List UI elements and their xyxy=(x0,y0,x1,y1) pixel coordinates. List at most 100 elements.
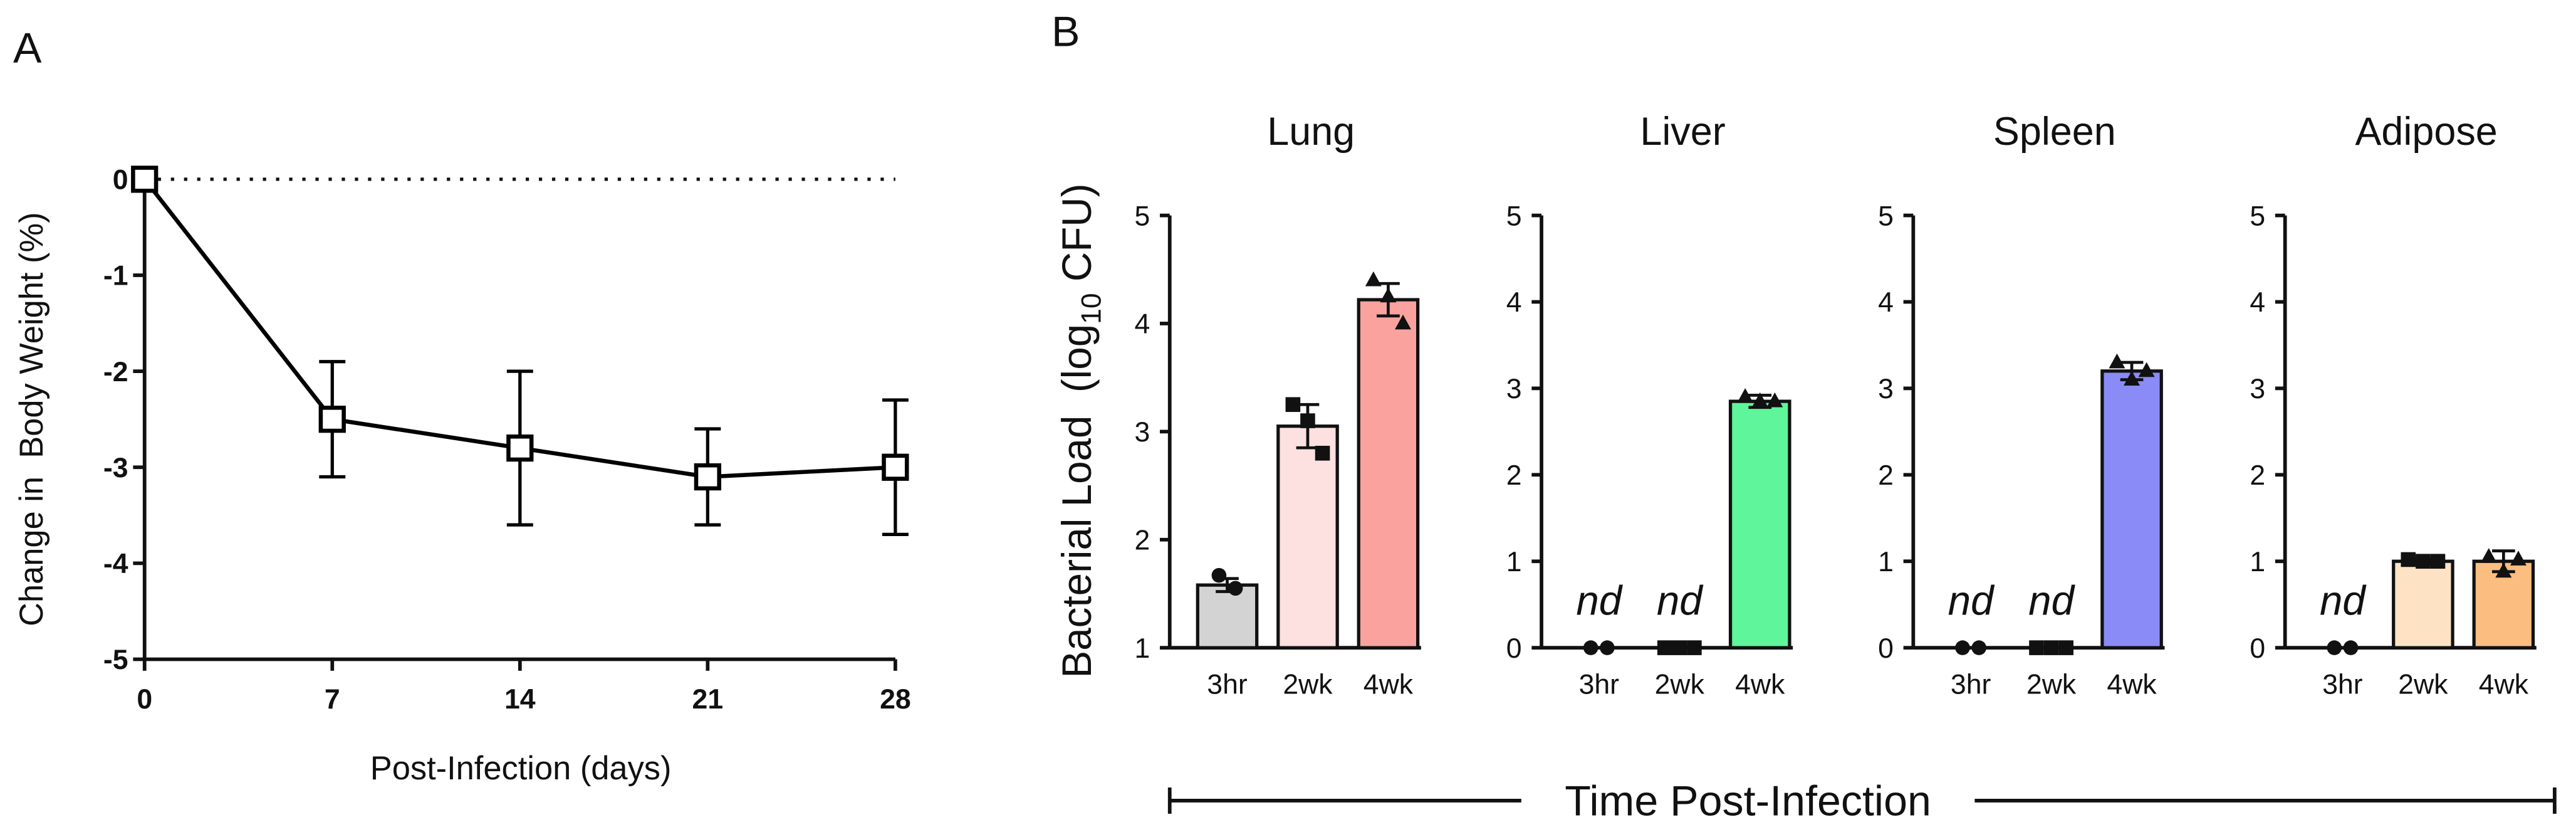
y-tick-label: 0 xyxy=(113,165,128,196)
bar xyxy=(1276,424,1339,650)
x-tick-label: 2wk xyxy=(1655,670,1705,700)
x-tick-label: 2wk xyxy=(1283,670,1333,700)
data-point xyxy=(1672,640,1687,655)
bar xyxy=(2392,559,2454,650)
data-point xyxy=(2043,640,2059,655)
data-point xyxy=(2416,554,2431,569)
y-label-sub: 10 xyxy=(1077,293,1107,324)
x-axis-label: Post-Infection (days) xyxy=(370,751,672,787)
data-point xyxy=(2401,552,2416,567)
y-tick-label: 1 xyxy=(1506,547,1522,577)
data-point xyxy=(1657,640,1672,655)
panel-title: Liver xyxy=(1640,110,1725,154)
x-tick-label: 4wk xyxy=(2107,670,2157,700)
data-point xyxy=(694,463,721,491)
y-tick-label: 4 xyxy=(1134,309,1150,340)
data-point xyxy=(2510,550,2526,566)
bar xyxy=(1196,583,1259,650)
x-tick-label: 3hr xyxy=(2322,670,2363,700)
panel-title: Lung xyxy=(1267,110,1355,154)
y-tick-label: 2 xyxy=(2250,460,2265,491)
y-tick-label: 4 xyxy=(1506,287,1522,318)
data-point xyxy=(1583,640,1598,655)
data-point xyxy=(2495,562,2512,578)
y-tick-label: -2 xyxy=(103,357,128,387)
x-tick-label: 28 xyxy=(880,684,911,715)
data-point xyxy=(1395,314,1412,330)
bar xyxy=(1728,399,1791,650)
annotation: nd xyxy=(2028,578,2075,624)
x-tick-label: 4wk xyxy=(1364,670,1414,700)
data-point xyxy=(1971,640,1987,655)
annotation: nd xyxy=(1576,578,1623,624)
y-tick-label: 5 xyxy=(1506,201,1522,231)
x-axis-label: Time Post-Infection xyxy=(1565,777,1931,825)
data-point xyxy=(2109,353,2125,369)
data-point xyxy=(318,406,346,433)
y-label-text: Bacterial Load (log xyxy=(1054,324,1100,678)
data-point xyxy=(2138,362,2155,377)
y-tick-label: 2 xyxy=(1134,525,1150,556)
data-point xyxy=(2124,371,2141,386)
panel-label: B xyxy=(1051,8,1080,56)
y-tick-label: 1 xyxy=(1134,633,1150,664)
x-tick-label: 21 xyxy=(692,684,724,715)
y-tick-label: 5 xyxy=(2250,201,2265,231)
y-tick-label: 1 xyxy=(1878,547,1894,577)
annotation: nd xyxy=(1657,578,1704,624)
y-tick-label: 3 xyxy=(2250,374,2265,404)
y-tick-label: 4 xyxy=(2250,287,2265,318)
data-point xyxy=(1766,392,1783,408)
data-point xyxy=(1600,640,1615,655)
y-tick-label: -5 xyxy=(103,645,128,675)
y-tick-label: 0 xyxy=(2250,633,2265,664)
bar xyxy=(1357,298,1420,650)
data-point xyxy=(2058,640,2073,655)
y-axis-label: Change in Body Weight (%) xyxy=(14,212,50,626)
data-point xyxy=(1737,388,1754,403)
y-tick-label: 5 xyxy=(1878,201,1894,231)
x-tick-label: 0 xyxy=(137,684,152,715)
data-point xyxy=(2327,640,2342,655)
x-tick-label: 2wk xyxy=(2398,670,2448,700)
data-point xyxy=(1687,640,1702,655)
data-point xyxy=(1315,446,1330,461)
data-point xyxy=(1955,640,1970,655)
data-point xyxy=(1751,392,1768,408)
y-tick-label: -1 xyxy=(103,261,128,292)
data-point xyxy=(2430,554,2446,569)
y-label-tail: CFU) xyxy=(1054,184,1100,293)
data-point xyxy=(2480,548,2497,563)
data-point xyxy=(2343,640,2359,655)
x-tick-label: 4wk xyxy=(1735,670,1785,700)
data-point xyxy=(1380,287,1397,303)
y-tick-label: 0 xyxy=(1878,633,1894,664)
x-tick-label: 3hr xyxy=(1207,670,1248,700)
x-tick-label: 2wk xyxy=(2026,670,2077,700)
y-axis-label: Bacterial Load (log10 CFU) xyxy=(1054,184,1107,678)
y-tick-label: 2 xyxy=(1506,460,1522,491)
y-tick-label: -4 xyxy=(103,549,128,579)
y-tick-label: 0 xyxy=(1506,633,1522,664)
y-tick-label: 5 xyxy=(1134,201,1150,231)
x-tick-label: 3hr xyxy=(1579,670,1620,700)
y-tick-label: 3 xyxy=(1506,374,1522,404)
x-tick-label: 7 xyxy=(325,684,340,715)
data-point xyxy=(1228,581,1243,596)
y-tick-label: -3 xyxy=(103,453,128,483)
y-tick-label: 3 xyxy=(1134,417,1150,448)
x-tick-label: 14 xyxy=(504,684,536,715)
y-tick-label: 4 xyxy=(1878,287,1894,318)
x-tick-label: 3hr xyxy=(1951,670,1991,700)
panel-label: A xyxy=(13,24,42,72)
panel-title: Spleen xyxy=(1993,110,2116,154)
data-point xyxy=(1300,413,1315,428)
bar xyxy=(2100,369,2163,650)
data-point xyxy=(2029,640,2044,655)
data-point xyxy=(882,453,909,481)
data-point xyxy=(1211,567,1227,583)
data-point xyxy=(506,434,534,462)
y-tick-label: 1 xyxy=(2250,547,2265,577)
